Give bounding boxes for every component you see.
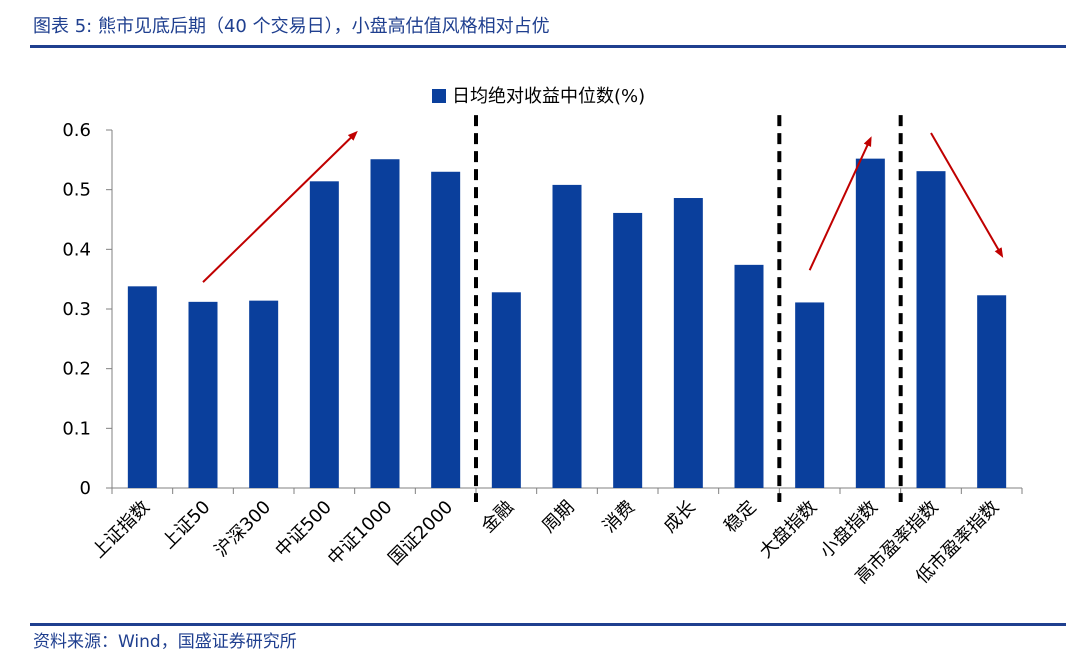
bar-5 (370, 159, 400, 488)
y-tick-label: 0.5 (62, 180, 91, 201)
trend-arrow-1 (202, 130, 358, 283)
bar-2 (188, 301, 218, 488)
category-label: 大盘指数 (755, 497, 821, 563)
bar-14 (916, 171, 946, 489)
bar-4 (309, 181, 339, 488)
bar-8 (552, 184, 582, 489)
y-tick-label: 0.6 (62, 120, 91, 141)
bar-12 (795, 302, 825, 488)
y-tick-label: 0.3 (62, 299, 91, 320)
bar-9 (613, 212, 643, 489)
category-label: 成长 (660, 497, 700, 537)
legend: 日均绝对收益中位数(%) (432, 86, 645, 107)
figure-title: 图表 5: 熊市见底后期（40 个交易日），小盘高估值风格相对占优 (33, 16, 550, 37)
category-label: 上证指数 (88, 497, 154, 563)
bar-15 (977, 295, 1007, 488)
bar-10 (673, 198, 703, 488)
bottom-rule (30, 623, 1066, 626)
category-label: 周期 (538, 497, 578, 537)
top-rule (30, 45, 1066, 48)
category-label: 稳定 (720, 497, 760, 537)
bar-7 (491, 292, 521, 488)
category-label: 国证2000 (385, 497, 458, 570)
bar-1 (127, 286, 157, 488)
legend-swatch (432, 89, 446, 103)
category-label: 金融 (478, 497, 518, 537)
y-tick-label: 0.1 (62, 418, 91, 439)
bar-6 (431, 171, 461, 488)
category-label: 中证1000 (324, 497, 397, 570)
y-tick-label: 0.4 (62, 239, 91, 260)
bar-13 (855, 158, 885, 488)
trend-arrow-2 (808, 136, 872, 271)
source-note: 资料来源：Wind，国盛证券研究所 (33, 632, 297, 652)
bar-3 (249, 300, 279, 488)
legend-label: 日均绝对收益中位数(%) (452, 86, 645, 107)
bar-11 (734, 264, 764, 488)
trend-arrow-3 (930, 132, 1004, 258)
category-label: 上证50 (158, 497, 215, 554)
category-label: 沪深300 (211, 497, 276, 562)
category-label: 消费 (599, 497, 639, 537)
y-tick-label: 0.2 (62, 359, 91, 380)
y-tick-label: 0 (80, 478, 91, 499)
